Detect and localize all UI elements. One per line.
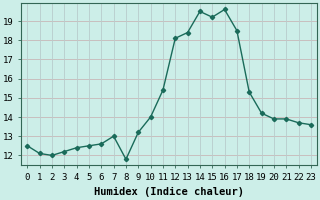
- X-axis label: Humidex (Indice chaleur): Humidex (Indice chaleur): [94, 187, 244, 197]
